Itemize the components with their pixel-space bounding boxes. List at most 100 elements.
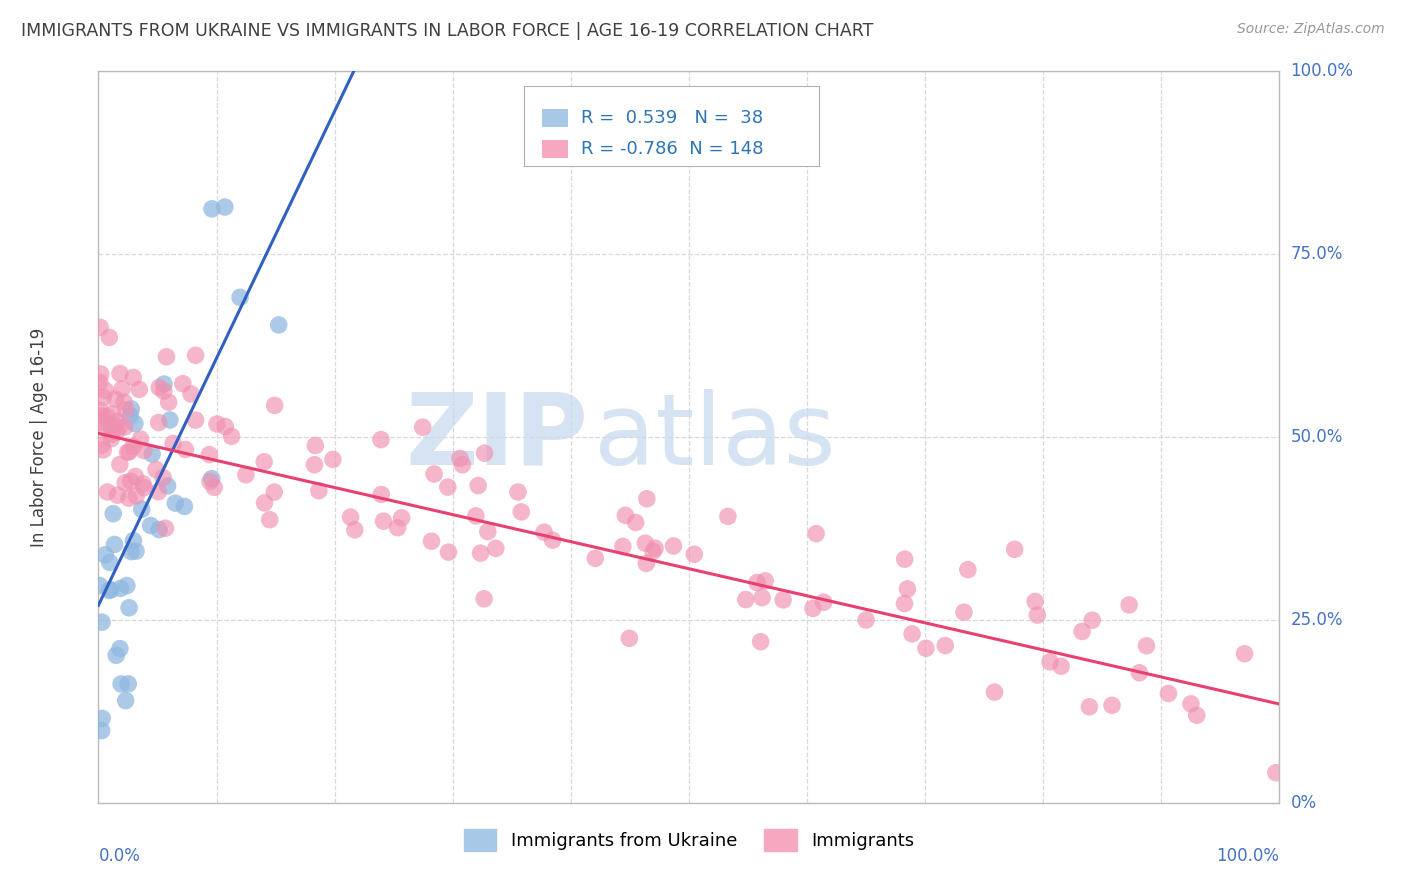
Point bbox=[125, 489, 148, 503]
Point bbox=[263, 485, 285, 500]
Point bbox=[304, 458, 326, 472]
Point bbox=[108, 458, 131, 472]
Point bbox=[110, 677, 132, 691]
Point bbox=[115, 403, 138, 417]
Point bbox=[893, 552, 915, 566]
Point bbox=[165, 496, 187, 510]
Point bbox=[201, 202, 224, 216]
Text: IMMIGRANTS FROM UKRAINE VS IMMIGRANTS IN LABOR FORCE | AGE 16-19 CORRELATION CHA: IMMIGRANTS FROM UKRAINE VS IMMIGRANTS IN… bbox=[21, 22, 873, 40]
Point bbox=[641, 544, 664, 558]
Text: ZIP: ZIP bbox=[406, 389, 589, 485]
Point bbox=[103, 507, 125, 521]
Point bbox=[467, 478, 489, 492]
Legend: Immigrants from Ukraine, Immigrants: Immigrants from Ukraine, Immigrants bbox=[454, 820, 924, 860]
Point bbox=[370, 433, 392, 447]
Text: 50.0%: 50.0% bbox=[1291, 428, 1343, 446]
Point bbox=[120, 402, 142, 417]
Point bbox=[1128, 665, 1150, 680]
Point bbox=[173, 500, 195, 514]
Point bbox=[125, 544, 148, 558]
Point bbox=[198, 448, 221, 462]
Point bbox=[477, 524, 499, 539]
Text: 100.0%: 100.0% bbox=[1291, 62, 1354, 80]
Point bbox=[214, 200, 236, 214]
Point bbox=[156, 479, 179, 493]
Point bbox=[108, 641, 131, 656]
Point bbox=[370, 487, 392, 501]
Point bbox=[619, 632, 641, 646]
Point bbox=[221, 429, 243, 443]
Text: R =  0.539   N =  38: R = 0.539 N = 38 bbox=[581, 110, 763, 128]
Point bbox=[94, 421, 117, 435]
Point bbox=[117, 445, 139, 459]
Point bbox=[1004, 542, 1026, 557]
Point bbox=[235, 467, 257, 482]
Point bbox=[132, 443, 155, 458]
Point bbox=[108, 420, 131, 434]
Point bbox=[612, 540, 634, 554]
Point bbox=[153, 384, 176, 398]
Point bbox=[804, 526, 827, 541]
Point bbox=[583, 551, 606, 566]
Point bbox=[90, 723, 112, 738]
Point bbox=[1081, 613, 1104, 627]
Point bbox=[304, 438, 326, 452]
Point bbox=[1026, 608, 1049, 623]
Point bbox=[267, 318, 290, 332]
Point bbox=[717, 509, 740, 524]
Point bbox=[745, 575, 768, 590]
Point bbox=[934, 639, 956, 653]
Point bbox=[128, 383, 150, 397]
Point bbox=[122, 440, 145, 454]
Point bbox=[624, 516, 647, 530]
Point bbox=[253, 455, 276, 469]
Point bbox=[449, 451, 471, 466]
Point bbox=[141, 447, 163, 461]
Point bbox=[1135, 639, 1157, 653]
Point bbox=[801, 601, 824, 615]
Point bbox=[96, 485, 118, 500]
Point bbox=[115, 578, 138, 592]
Point bbox=[253, 496, 276, 510]
Point bbox=[437, 480, 460, 494]
Point bbox=[148, 416, 170, 430]
Text: 75.0%: 75.0% bbox=[1291, 245, 1343, 263]
Point bbox=[201, 472, 224, 486]
Point bbox=[98, 330, 121, 344]
Point bbox=[155, 350, 177, 364]
Point bbox=[139, 518, 162, 533]
Point bbox=[122, 370, 145, 384]
Point bbox=[614, 508, 637, 523]
Point bbox=[94, 384, 117, 398]
Point bbox=[91, 442, 114, 457]
Point bbox=[683, 547, 706, 561]
Point bbox=[114, 475, 136, 490]
Point bbox=[118, 491, 141, 506]
Point bbox=[636, 491, 658, 506]
Point bbox=[90, 367, 112, 381]
Point bbox=[90, 416, 112, 430]
Point bbox=[108, 367, 131, 381]
Point bbox=[1264, 765, 1286, 780]
Point bbox=[510, 505, 533, 519]
Point bbox=[636, 557, 658, 571]
Text: 25.0%: 25.0% bbox=[1291, 611, 1343, 629]
Point bbox=[180, 387, 202, 401]
Point bbox=[506, 485, 529, 500]
Point bbox=[420, 534, 443, 549]
Text: R = -0.786  N = 148: R = -0.786 N = 148 bbox=[581, 140, 763, 158]
Text: 0%: 0% bbox=[1291, 794, 1316, 812]
Point bbox=[124, 469, 146, 483]
Point bbox=[157, 395, 180, 409]
Point bbox=[118, 600, 141, 615]
Point bbox=[155, 521, 177, 535]
Point bbox=[1101, 698, 1123, 713]
Point bbox=[159, 413, 181, 427]
Point bbox=[94, 548, 117, 562]
Point bbox=[145, 462, 167, 476]
Point bbox=[114, 693, 136, 707]
Point bbox=[474, 446, 496, 460]
Point bbox=[470, 546, 492, 560]
Point bbox=[111, 382, 134, 396]
Point bbox=[1233, 647, 1256, 661]
